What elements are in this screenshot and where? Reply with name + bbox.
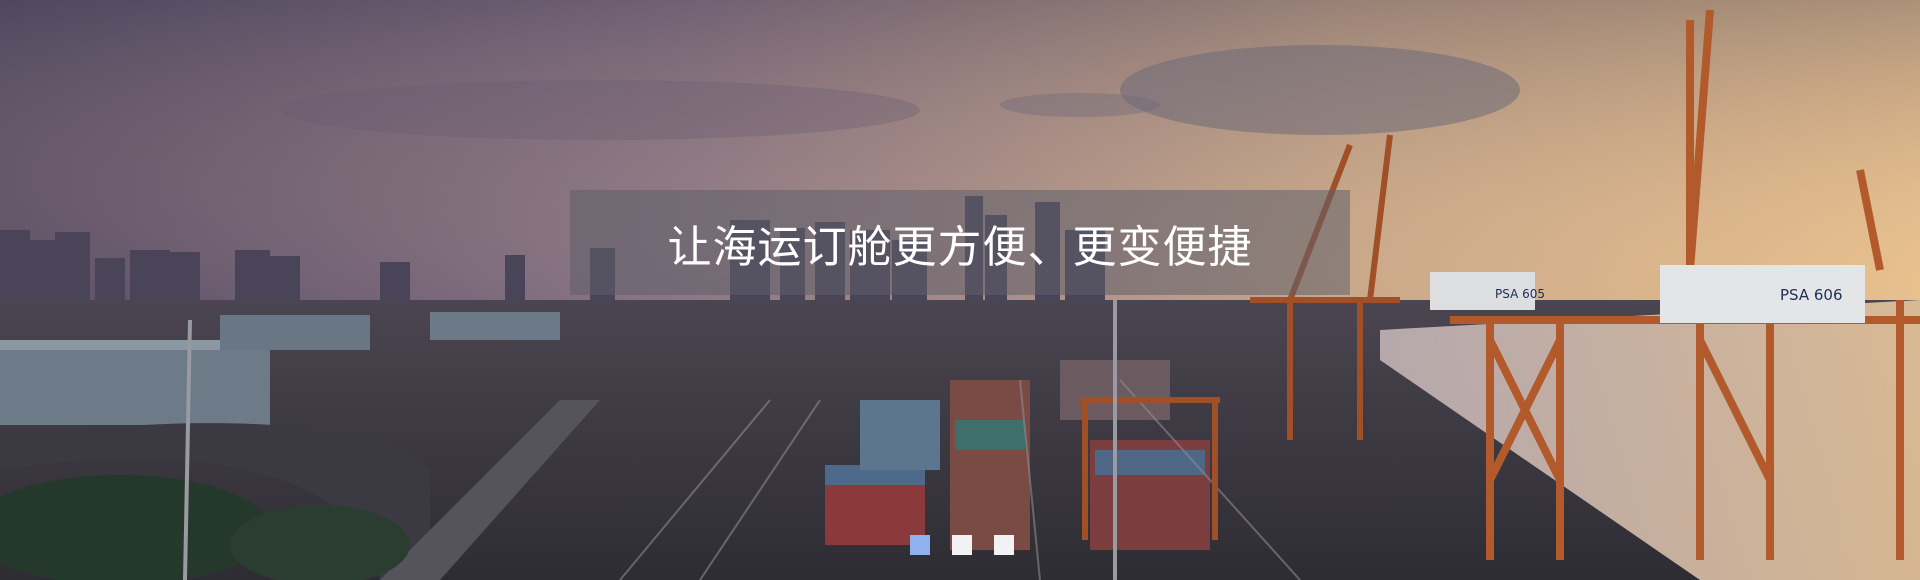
crane-label-605: PSA 605 [1495,287,1545,301]
carousel-indicators [910,535,1014,555]
carousel-dot-1[interactable] [910,535,930,555]
hero-headline: 让海运订舱更方便、更变便捷 [667,221,1253,273]
carousel-dot-2[interactable] [952,535,972,555]
carousel-dot-3[interactable] [994,535,1014,555]
headline-overlay: 让海运订舱更方便、更变便捷 [570,190,1350,295]
crane-label-606: PSA 606 [1780,286,1843,304]
